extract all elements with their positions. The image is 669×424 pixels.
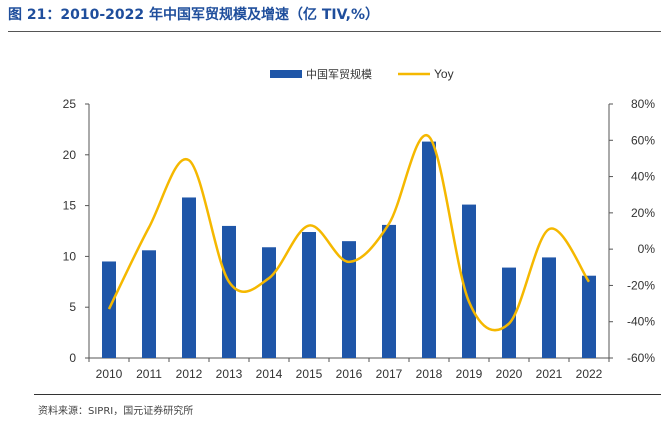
x-tick-label: 2019 (456, 367, 483, 381)
bar (462, 204, 476, 358)
x-tick-label: 2016 (336, 367, 363, 381)
x-tick-label: 2012 (176, 367, 203, 381)
yoy-line (107, 133, 591, 332)
y-right-tick-label: 40% (631, 170, 655, 184)
bar (222, 225, 236, 358)
x-tick-label: 2015 (296, 367, 323, 381)
x-tick-label: 2014 (256, 367, 283, 381)
y-right-tick-label: 0% (638, 242, 656, 256)
legend-label-bar: 中国军贸规模 (306, 67, 372, 81)
y-left-tick-label: 10 (63, 249, 77, 263)
footer-divider (34, 394, 661, 395)
bar (582, 275, 596, 358)
bar (502, 267, 516, 358)
y-left-tick-label: 5 (69, 300, 76, 314)
bar (342, 241, 356, 358)
x-tick-label: 2010 (96, 367, 123, 381)
bar (142, 250, 156, 358)
legend-label-line: Yoy (434, 67, 454, 81)
y-left-tick-label: 20 (63, 148, 77, 162)
source-note: 资料来源：SIPRI，国元证券研究所 (38, 406, 194, 417)
y-right-tick-label: 80% (631, 97, 655, 111)
x-tick-label: 2013 (216, 367, 243, 381)
bar (182, 197, 196, 358)
y-left-axis-labels: 0 5 10 15 20 25 (63, 97, 77, 365)
x-tick-label: 2011 (136, 367, 162, 381)
y-right-tick-label: -60% (627, 351, 655, 365)
y-left-tick-label: 0 (69, 351, 76, 365)
y-right-tick-label: 20% (631, 206, 655, 220)
x-tick-label: 2018 (416, 367, 443, 381)
y-left-tick-label: 25 (63, 97, 77, 111)
x-tick-label: 2022 (576, 367, 603, 381)
chart-title: 图 21：2010-2022 年中国军贸规模及增速（亿 TIV,%） (8, 7, 379, 23)
x-tick-label: 2021 (536, 367, 563, 381)
bar (422, 141, 436, 358)
legend-swatch-bar (270, 70, 302, 78)
x-axis-labels: 2010 2011 2012 2013 2014 2015 2016 2017 2018 2019… (96, 367, 603, 381)
bar (262, 247, 276, 358)
x-tick-label: 2017 (376, 367, 403, 381)
y-right-tick-label: 60% (631, 133, 655, 147)
y-right-tick-label: -40% (627, 315, 655, 329)
bar (302, 232, 316, 358)
bar (102, 261, 116, 358)
x-tick-label: 2020 (496, 367, 523, 381)
bars (102, 141, 596, 358)
legend: 中国军贸规模 Yoy (270, 67, 454, 81)
title-divider (8, 31, 661, 32)
bar (382, 224, 396, 358)
y-right-axis-labels: -60% -40% -20% 0% 20% 40% 60% 80% (627, 97, 655, 365)
bar (542, 257, 556, 358)
y-right-tick-label: -20% (627, 278, 655, 292)
y-left-tick-label: 15 (63, 199, 77, 213)
